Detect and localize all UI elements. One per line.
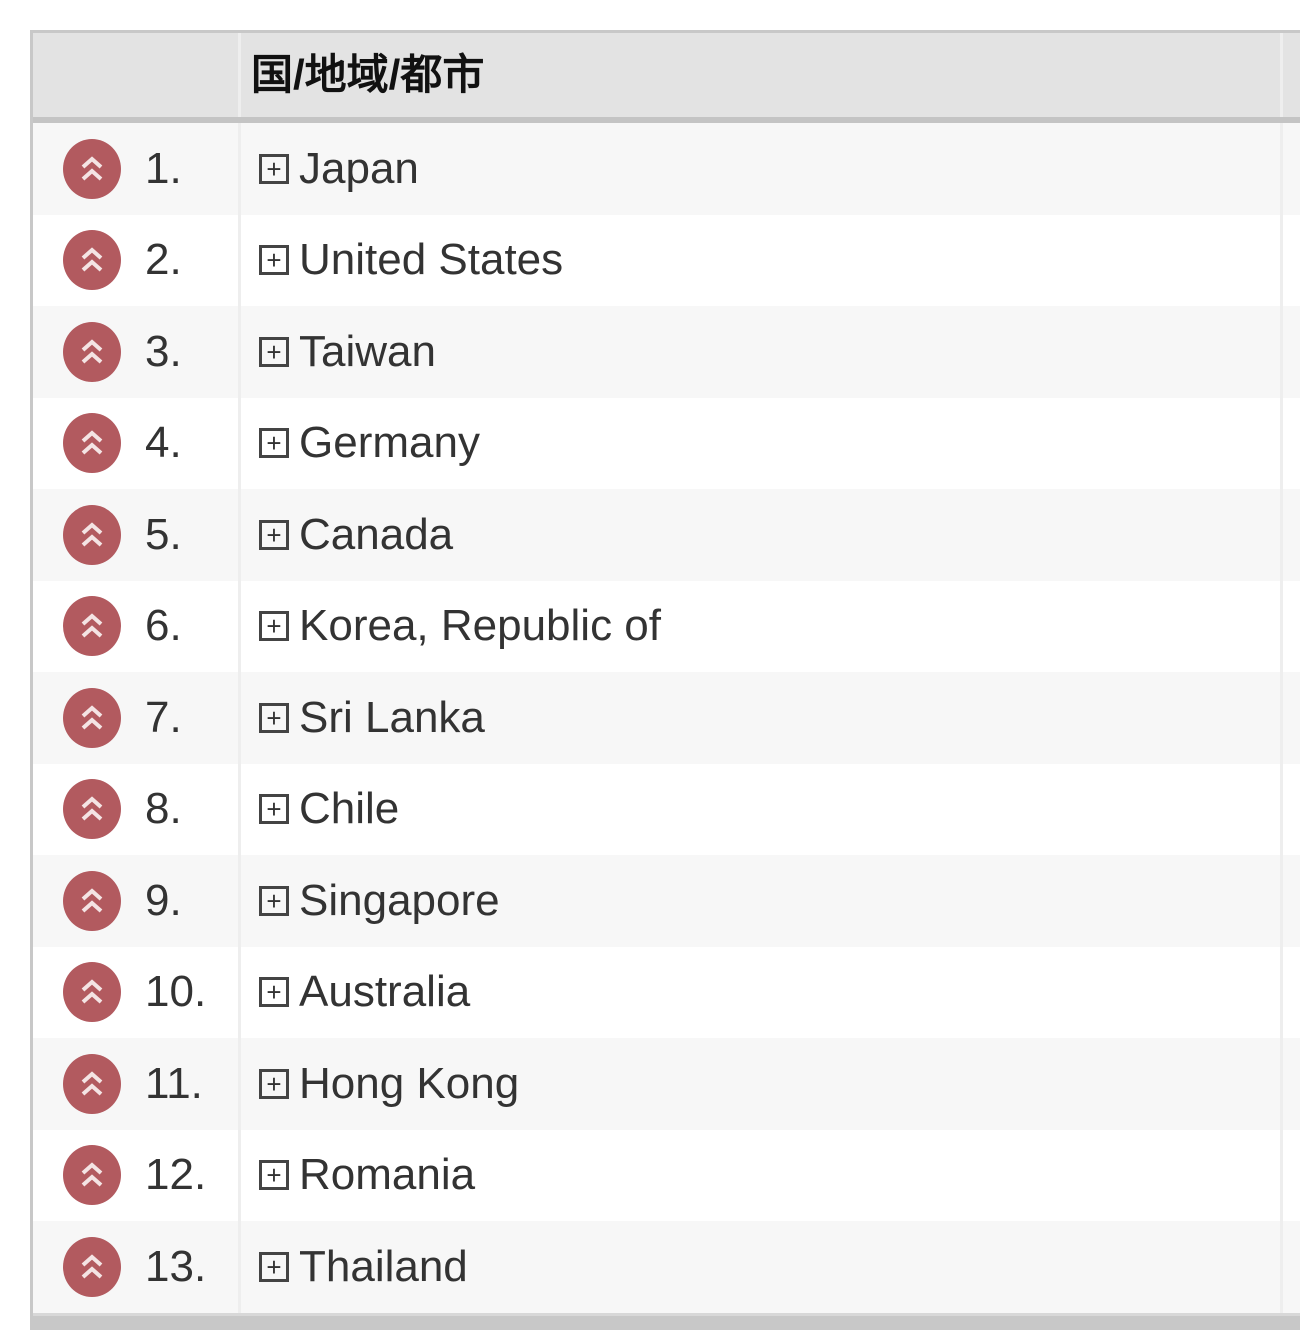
double-chevron-up-icon [63, 413, 121, 474]
rank-cell: 10. [33, 947, 238, 1039]
expand-icon[interactable]: + [259, 1251, 289, 1282]
expand-icon[interactable]: + [259, 702, 289, 733]
table-row: 9. + Singapore [33, 855, 1300, 947]
country-cell: + Taiwan [238, 306, 1283, 398]
rank-number: 3. [145, 326, 182, 376]
country-name[interactable]: Germany [299, 418, 480, 468]
rank-column-header [33, 33, 238, 117]
double-chevron-up-icon [63, 596, 121, 657]
rank-number: 10. [145, 967, 207, 1017]
rank-cell: 5. [33, 489, 238, 581]
country-name[interactable]: Chile [299, 784, 400, 834]
rank-cell: 2. [33, 215, 238, 307]
rank-cell: 4. [33, 398, 238, 490]
table-row: 4. + Germany [33, 397, 1300, 490]
expand-icon[interactable]: + [259, 428, 289, 459]
country-cell: + Japan [238, 123, 1283, 215]
double-chevron-up-icon [63, 321, 121, 382]
table-row: 8. + Chile [33, 763, 1300, 856]
expand-icon[interactable]: + [259, 611, 289, 642]
rank-cell: 9. [33, 855, 238, 947]
rank-number: 4. [145, 418, 182, 468]
table-row: 11. + Hong Kong [33, 1038, 1300, 1130]
table-row: 1. + Japan [33, 123, 1300, 215]
country-table: 国/地域/都市 1. + Japan 2. + United States [30, 30, 1300, 1330]
rank-number: 8. [145, 784, 182, 834]
country-cell: + Australia [238, 946, 1283, 1038]
table-row: 5. + Canada [33, 489, 1300, 581]
table-row: 10. + Australia [33, 946, 1300, 1039]
expand-icon[interactable]: + [259, 245, 289, 276]
double-chevron-up-icon [63, 230, 121, 291]
table-row: 2. + United States [33, 214, 1300, 307]
table-row: 7. + Sri Lanka [33, 672, 1300, 764]
expand-icon[interactable]: + [259, 1160, 289, 1191]
rank-cell: 7. [33, 672, 238, 764]
country-cell: + Romania [238, 1129, 1283, 1221]
table-body: 1. + Japan 2. + United States 3. + Taiwa… [33, 123, 1300, 1313]
rank-cell: 1. [33, 123, 238, 215]
table-footer [33, 1312, 1300, 1330]
table-row: 13. + Thailand [33, 1221, 1300, 1313]
country-cell: + Germany [238, 397, 1283, 489]
country-name[interactable]: Taiwan [299, 326, 436, 376]
rank-number: 9. [145, 875, 182, 925]
country-name[interactable]: Sri Lanka [299, 692, 485, 742]
double-chevron-up-icon [63, 138, 121, 199]
expand-icon[interactable]: + [259, 519, 289, 550]
double-chevron-up-icon [63, 779, 121, 840]
country-name[interactable]: United States [299, 235, 564, 285]
table-header: 国/地域/都市 [33, 33, 1300, 123]
double-chevron-up-icon [63, 687, 121, 748]
country-name[interactable]: Japan [299, 143, 419, 193]
country-name[interactable]: Hong Kong [299, 1058, 520, 1108]
table-row: 6. + Korea, Republic of [33, 580, 1300, 673]
country-column-header[interactable]: 国/地域/都市 [238, 33, 1283, 117]
country-name[interactable]: Singapore [299, 875, 500, 925]
rank-number: 6. [145, 601, 182, 651]
rank-cell: 8. [33, 764, 238, 856]
country-name[interactable]: Australia [299, 967, 471, 1017]
double-chevron-up-icon [63, 1053, 121, 1114]
expand-icon[interactable]: + [259, 794, 289, 825]
rank-number: 12. [145, 1150, 207, 1200]
double-chevron-up-icon [63, 1236, 121, 1297]
country-name[interactable]: Korea, Republic of [299, 601, 661, 651]
country-name[interactable]: Romania [299, 1150, 476, 1200]
rank-number: 7. [145, 692, 182, 742]
rank-cell: 3. [33, 306, 238, 398]
country-cell: + Hong Kong [238, 1038, 1283, 1130]
rank-number: 13. [145, 1241, 207, 1291]
expand-icon[interactable]: + [259, 1068, 289, 1099]
double-chevron-up-icon [63, 962, 121, 1023]
country-cell: + Sri Lanka [238, 672, 1283, 764]
expand-icon[interactable]: + [259, 336, 289, 367]
expand-icon[interactable]: + [259, 977, 289, 1008]
country-name[interactable]: Thailand [299, 1241, 468, 1291]
rank-number: 5. [145, 509, 182, 559]
table-row: 12. + Romania [33, 1129, 1300, 1222]
country-cell: + Singapore [238, 855, 1283, 947]
country-cell: + Chile [238, 763, 1283, 855]
table-row: 3. + Taiwan [33, 306, 1300, 398]
rank-cell: 13. [33, 1221, 238, 1313]
expand-icon[interactable]: + [259, 885, 289, 916]
rank-cell: 12. [33, 1130, 238, 1222]
country-cell: + Korea, Republic of [238, 580, 1283, 672]
rank-number: 1. [145, 143, 182, 193]
country-cell: + Canada [238, 489, 1283, 581]
country-cell: + United States [238, 214, 1283, 306]
double-chevron-up-icon [63, 504, 121, 565]
country-name[interactable]: Canada [299, 509, 454, 559]
rank-cell: 11. [33, 1038, 238, 1130]
country-cell: + Thailand [238, 1221, 1283, 1313]
rank-number: 11. [145, 1058, 203, 1108]
rank-cell: 6. [33, 581, 238, 673]
double-chevron-up-icon [63, 870, 121, 931]
rank-number: 2. [145, 235, 182, 285]
expand-icon[interactable]: + [259, 153, 289, 184]
double-chevron-up-icon [63, 1145, 121, 1206]
